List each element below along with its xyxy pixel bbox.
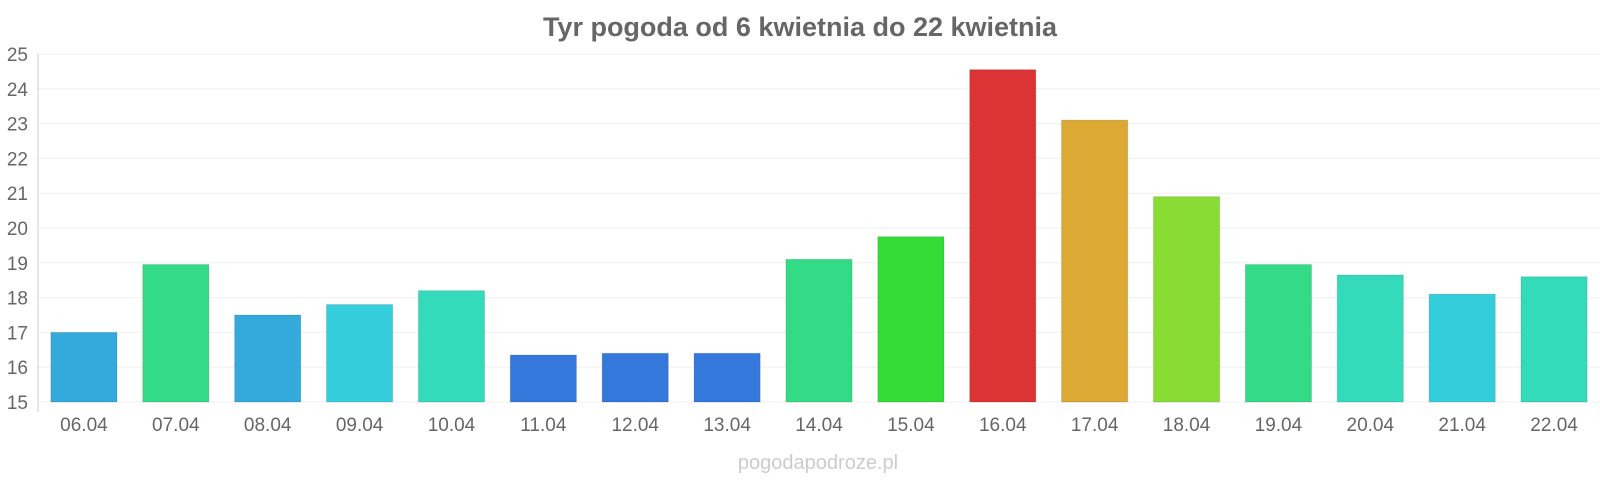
x-tick-label: 20.04 xyxy=(1347,415,1395,436)
bar-19.04 xyxy=(1244,264,1312,403)
x-tick-label: 15.04 xyxy=(887,415,935,436)
bar-06.04 xyxy=(50,331,118,403)
x-tick-label: 19.04 xyxy=(1255,415,1303,436)
bar-11.04 xyxy=(509,354,577,403)
bar-15.04 xyxy=(877,236,945,403)
x-tick-label: 13.04 xyxy=(703,415,751,436)
bar-16.04 xyxy=(969,69,1037,403)
y-tick-label: 21 xyxy=(7,184,28,205)
y-axis-ticks: 15 16 17 18 19 20 21 22 23 24 25 xyxy=(7,45,29,414)
x-tick-label: 09.04 xyxy=(336,415,384,436)
y-tick-label: 19 xyxy=(7,254,28,275)
y-tick-label: 24 xyxy=(7,80,29,101)
y-tick-label: 23 xyxy=(7,115,28,136)
x-tick-label: 14.04 xyxy=(795,415,843,436)
bar-21.04 xyxy=(1428,293,1496,403)
x-tick-label: 12.04 xyxy=(611,415,659,436)
bars xyxy=(50,69,1588,403)
bar-20.04 xyxy=(1336,274,1404,403)
x-tick-label: 10.04 xyxy=(428,415,476,436)
y-tick-label: 25 xyxy=(7,45,28,66)
bar-07.04 xyxy=(142,264,210,403)
bar-10.04 xyxy=(417,290,486,403)
bar-22.04 xyxy=(1520,276,1588,403)
x-tick-label: 22.04 xyxy=(1530,415,1578,436)
source-watermark: pogodapodroze.pl xyxy=(738,452,898,474)
bar-18.04 xyxy=(1152,196,1221,403)
x-tick-label: 16.04 xyxy=(979,415,1027,436)
x-axis-ticks: 06.04 07.04 08.04 09.04 10.04 11.04 12.04 13.04… xyxy=(60,415,1578,436)
bar-13.04 xyxy=(693,352,761,403)
y-tick-label: 15 xyxy=(7,393,28,414)
bar-08.04 xyxy=(234,314,302,403)
x-tick-label: 08.04 xyxy=(244,415,292,436)
x-tick-label: 11.04 xyxy=(520,415,567,436)
y-tick-label: 18 xyxy=(7,289,28,310)
y-tick-label: 20 xyxy=(7,219,28,240)
bar-17.04 xyxy=(1061,119,1129,403)
chart-title: Tyr pogoda od 6 kwietnia do 22 kwietnia xyxy=(543,12,1058,42)
x-tick-label: 06.04 xyxy=(60,415,108,436)
bar-14.04 xyxy=(785,258,853,403)
bar-09.04 xyxy=(326,304,394,403)
x-tick-label: 21.04 xyxy=(1438,415,1486,436)
y-tick-label: 16 xyxy=(7,358,28,379)
y-tick-label: 17 xyxy=(7,323,28,344)
x-tick-label: 18.04 xyxy=(1163,415,1211,436)
x-tick-label: 07.04 xyxy=(152,415,200,436)
y-tick-label: 22 xyxy=(7,149,28,170)
x-tick-label: 17.04 xyxy=(1071,415,1119,436)
bar-12.04 xyxy=(601,352,669,403)
